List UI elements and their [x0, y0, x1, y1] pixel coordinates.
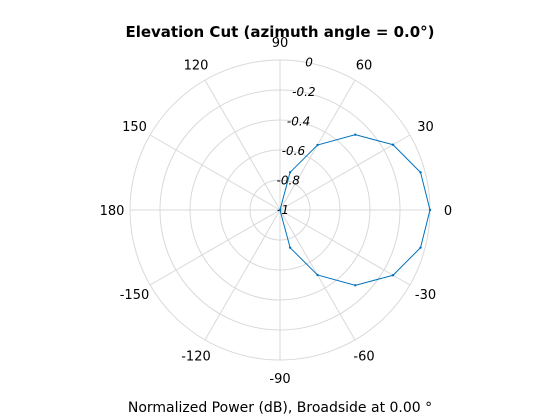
angle-tick-label: 120: [184, 59, 209, 74]
series-point: [391, 274, 395, 277]
radial-tick-label: -0.6: [282, 144, 306, 158]
angle-tick-label: -30: [415, 288, 436, 303]
angle-tick-labels: 90 60 30 0 -30 -60 -90 -120 -150 180 150 120: [100, 36, 453, 387]
grid-spoke-240: [204, 209, 281, 341]
radial-tick-label: 0: [305, 55, 313, 69]
series-point: [288, 246, 292, 249]
angle-tick-label: -90: [269, 372, 290, 387]
radial-tick-label: -1: [277, 203, 289, 217]
grid-spoke-120: [204, 79, 281, 211]
radial-tick-label: -0.2: [292, 85, 315, 99]
grid-spoke-30: [279, 134, 411, 211]
series-point: [316, 143, 319, 147]
chart-title: Elevation Cut (azimuth angle = 0.0°): [125, 23, 434, 41]
angle-tick-label: -150: [120, 288, 150, 303]
radial-tick-label: -0.4: [287, 114, 310, 128]
angle-tick-label: 90: [272, 36, 289, 51]
series-point: [354, 133, 357, 136]
series-point: [419, 171, 422, 174]
series-layer: [278, 133, 432, 287]
series-point: [288, 171, 292, 174]
angle-tick-label: -60: [353, 349, 374, 364]
angle-tick-label: -120: [181, 349, 211, 364]
angle-tick-label: 150: [122, 120, 147, 135]
angle-tick-label: 0: [444, 204, 452, 219]
grid-spoke-150: [149, 134, 281, 211]
series-point: [278, 208, 282, 212]
series-point: [419, 246, 422, 249]
polar-grid: [129, 59, 431, 361]
series-point: [354, 284, 357, 287]
series-point: [316, 273, 319, 277]
grid-spoke-330: [279, 209, 411, 286]
series-point: [391, 143, 395, 146]
angle-tick-label: 60: [356, 59, 373, 74]
radial-tick-labels: -1-0.8-0.6-0.4-0.20: [276, 55, 315, 217]
chart-footer: Normalized Power (dB), Broadside at 0.00…: [128, 400, 432, 416]
angle-tick-label: 30: [417, 120, 434, 135]
angle-tick-label: 180: [100, 204, 125, 219]
series-point: [428, 208, 432, 212]
grid-spoke-210: [149, 209, 281, 286]
